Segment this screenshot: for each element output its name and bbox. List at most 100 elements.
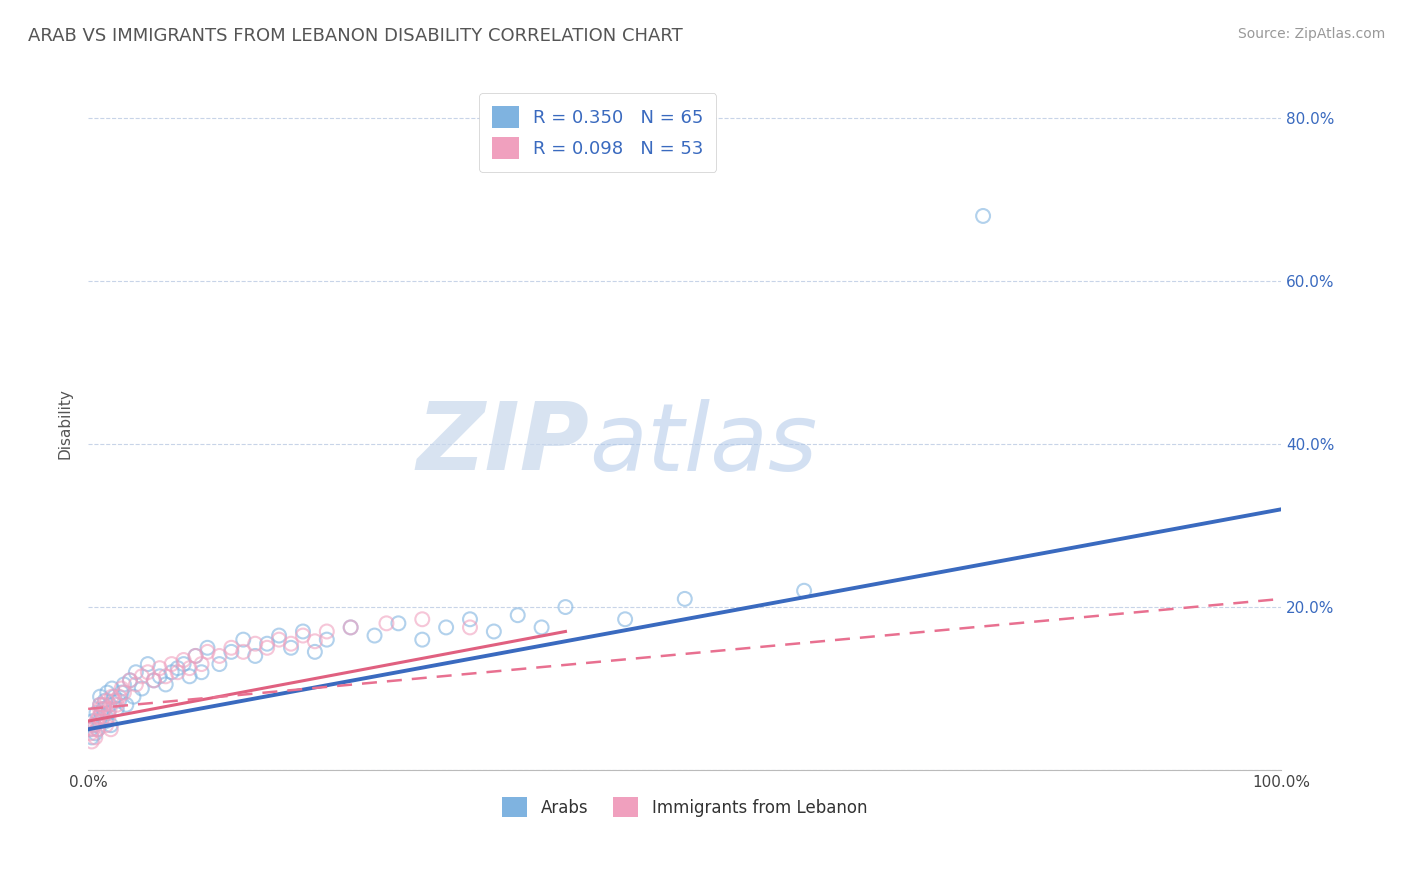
Point bbox=[82, 723, 104, 737]
Point bbox=[86, 714, 108, 728]
Point bbox=[972, 209, 994, 223]
Point bbox=[79, 723, 101, 737]
Point bbox=[105, 702, 128, 716]
Point bbox=[208, 648, 231, 663]
Point bbox=[190, 665, 212, 680]
Point bbox=[91, 706, 114, 720]
Point bbox=[101, 681, 124, 696]
Point bbox=[554, 600, 576, 615]
Point bbox=[184, 648, 207, 663]
Point bbox=[245, 648, 267, 663]
Point bbox=[166, 665, 188, 680]
Point bbox=[94, 718, 117, 732]
Point bbox=[125, 665, 148, 680]
Point bbox=[91, 710, 114, 724]
Point bbox=[458, 620, 481, 634]
Point bbox=[112, 677, 135, 691]
Point bbox=[793, 583, 815, 598]
Point bbox=[208, 657, 231, 671]
Point bbox=[90, 714, 112, 728]
Point bbox=[375, 616, 398, 631]
Text: Source: ZipAtlas.com: Source: ZipAtlas.com bbox=[1237, 27, 1385, 41]
Point bbox=[80, 734, 103, 748]
Point bbox=[125, 677, 148, 691]
Point bbox=[93, 698, 115, 712]
Point bbox=[267, 632, 290, 647]
Point bbox=[291, 624, 314, 639]
Point bbox=[149, 661, 172, 675]
Point bbox=[80, 731, 103, 745]
Point bbox=[136, 657, 159, 671]
Point bbox=[105, 698, 128, 712]
Point bbox=[339, 620, 361, 634]
Point bbox=[118, 673, 141, 688]
Point bbox=[100, 723, 122, 737]
Legend: Arabs, Immigrants from Lebanon: Arabs, Immigrants from Lebanon bbox=[496, 790, 875, 824]
Point bbox=[97, 706, 120, 720]
Point bbox=[232, 632, 254, 647]
Point bbox=[131, 669, 153, 683]
Point bbox=[84, 726, 107, 740]
Point bbox=[84, 731, 107, 745]
Point bbox=[155, 669, 177, 683]
Point bbox=[179, 669, 201, 683]
Point bbox=[112, 685, 135, 699]
Point bbox=[142, 673, 165, 688]
Point bbox=[221, 645, 243, 659]
Point bbox=[103, 690, 125, 704]
Point bbox=[94, 702, 117, 716]
Point bbox=[122, 690, 145, 704]
Point bbox=[79, 726, 101, 740]
Point bbox=[197, 645, 219, 659]
Point bbox=[83, 718, 105, 732]
Point bbox=[190, 657, 212, 671]
Point bbox=[166, 661, 188, 675]
Point bbox=[614, 612, 637, 626]
Point bbox=[131, 681, 153, 696]
Point bbox=[90, 706, 112, 720]
Point bbox=[118, 673, 141, 688]
Point bbox=[173, 653, 195, 667]
Point bbox=[86, 723, 108, 737]
Point bbox=[93, 702, 115, 716]
Point bbox=[179, 661, 201, 675]
Text: atlas: atlas bbox=[589, 399, 817, 490]
Point bbox=[98, 698, 121, 712]
Point bbox=[160, 657, 183, 671]
Point bbox=[184, 648, 207, 663]
Point bbox=[434, 620, 457, 634]
Point bbox=[89, 690, 111, 704]
Point bbox=[673, 591, 696, 606]
Point bbox=[363, 629, 385, 643]
Point bbox=[197, 640, 219, 655]
Point bbox=[411, 612, 433, 626]
Point bbox=[315, 624, 337, 639]
Point bbox=[506, 608, 529, 623]
Point bbox=[280, 640, 302, 655]
Point bbox=[110, 681, 132, 696]
Point bbox=[221, 640, 243, 655]
Point bbox=[149, 669, 172, 683]
Point bbox=[256, 640, 278, 655]
Point bbox=[173, 657, 195, 671]
Point bbox=[142, 673, 165, 688]
Point bbox=[232, 645, 254, 659]
Point bbox=[304, 634, 326, 648]
Text: ZIP: ZIP bbox=[416, 399, 589, 491]
Y-axis label: Disability: Disability bbox=[58, 388, 72, 459]
Point bbox=[108, 694, 131, 708]
Point bbox=[83, 718, 105, 732]
Point bbox=[458, 612, 481, 626]
Point bbox=[280, 637, 302, 651]
Point bbox=[100, 718, 122, 732]
Point bbox=[89, 698, 111, 712]
Point bbox=[86, 723, 108, 737]
Point bbox=[256, 637, 278, 651]
Point bbox=[411, 632, 433, 647]
Point bbox=[245, 637, 267, 651]
Point bbox=[82, 714, 104, 728]
Point bbox=[115, 698, 138, 712]
Point bbox=[87, 714, 110, 728]
Point bbox=[94, 714, 117, 728]
Point bbox=[87, 710, 110, 724]
